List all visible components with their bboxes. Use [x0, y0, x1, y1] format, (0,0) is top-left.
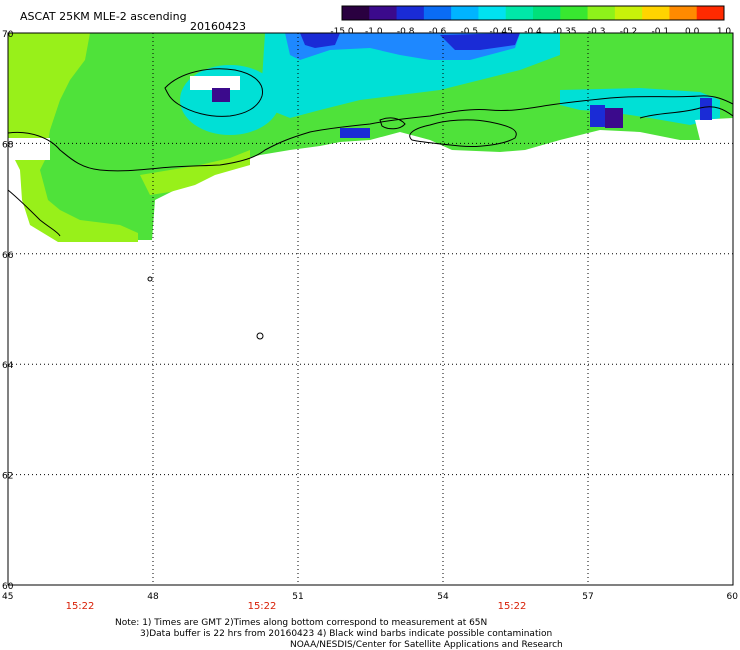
map-date: 20160423 — [190, 20, 246, 33]
field-nodata-2 — [695, 118, 733, 140]
longitude-label: 60 — [727, 592, 739, 602]
map-title: ASCAT 25KM MLE-2 ascending — [20, 10, 187, 23]
colorbar-swatch — [396, 6, 425, 20]
colorbar-swatch — [533, 6, 561, 20]
colorbar-label: -0.35 — [553, 27, 576, 37]
coastline-white-sea — [7, 95, 734, 172]
field-darkblue-patch-1 — [300, 33, 340, 48]
island-small-2 — [147, 276, 153, 282]
colorbar-swatch — [669, 6, 698, 20]
field-cyan-east — [560, 88, 720, 125]
latitude-label: 68 — [2, 140, 14, 150]
colorbar-swatch — [505, 6, 534, 20]
footer-note-line2: 3)Data buffer is 22 hrs from 20160423 4)… — [140, 629, 552, 639]
map-frame — [7, 32, 734, 586]
colorbar-swatch — [451, 6, 479, 20]
time-label: 15:22 — [66, 601, 95, 612]
field-nodata-3 — [8, 138, 50, 160]
field-blue-spot-2 — [340, 128, 370, 138]
colorbar — [341, 5, 725, 21]
time-label: 15:22 — [248, 601, 277, 612]
longitude-label: 45 — [2, 592, 13, 602]
graticule — [8, 33, 733, 585]
field-yellow-green-west — [8, 33, 138, 242]
colorbar-label: -0.4 — [524, 27, 542, 37]
longitude-label: 48 — [147, 592, 159, 602]
coastline-kanin — [164, 68, 264, 117]
colorbar-label: -0.3 — [588, 27, 606, 37]
colorbar-label: -15.0 — [330, 27, 354, 37]
colorbar-swatch — [342, 6, 370, 20]
colorbar-label: -0.45 — [490, 27, 513, 37]
colorbar-swatch — [696, 6, 725, 20]
island-small-1 — [256, 332, 264, 340]
field-purple-spot-1 — [212, 88, 230, 102]
colorbar-label: -0.6 — [429, 27, 447, 37]
footer-credit: NOAA/NESDIS/Center for Satellite Applica… — [290, 640, 563, 650]
longitude-label: 57 — [582, 592, 593, 602]
longitude-label: 51 — [292, 592, 303, 602]
colorbar-label: -0.8 — [397, 27, 415, 37]
field-darkblue-patch-2 — [440, 33, 520, 50]
coastline-east — [639, 106, 734, 119]
coastline-pechora — [409, 119, 517, 147]
time-label: 15:22 — [498, 601, 527, 612]
longitude-labels: 45 48 51 54 57 60 — [2, 592, 738, 602]
colorbar-swatch — [614, 6, 643, 20]
time-labels: 15:22 15:22 15:22 — [66, 601, 527, 612]
latitude-label: 64 — [2, 361, 14, 371]
latitude-label: 66 — [2, 251, 14, 261]
colorbar-labels: -15.0 -1.0 -0.8 -0.6 -0.5 -0.45 -0.4 -0.35 -0.3 -… — [330, 27, 731, 37]
coastline-south — [7, 189, 61, 237]
field-nodata-1 — [190, 76, 240, 90]
field-yellow-green-central — [140, 150, 250, 195]
colorbar-swatch — [642, 6, 670, 20]
colorbar-swatch — [478, 6, 507, 20]
colorbar-label: 0.0 — [685, 27, 700, 37]
latitude-label: 70 — [2, 30, 14, 40]
colorbar-swatch — [423, 6, 452, 20]
field-blue-spot-1 — [590, 105, 605, 127]
colorbar-label: -0.2 — [620, 27, 638, 37]
latitude-label: 60 — [2, 582, 14, 592]
latitude-label: 62 — [2, 472, 13, 482]
coastlines — [7, 68, 734, 340]
field-blue-spot-3 — [700, 98, 712, 120]
colorbar-label: 1.0 — [717, 27, 732, 37]
colorbar-swatch — [369, 6, 398, 20]
colorbar-label: -0.5 — [461, 27, 479, 37]
latitude-labels: 60 62 64 66 68 70 — [2, 30, 14, 592]
colorbar-swatch — [560, 6, 589, 20]
footer-note-line1: Note: 1) Times are GMT 2)Times along bot… — [115, 618, 487, 628]
coastline-kolguev — [379, 117, 406, 130]
colorbar-label: -0.1 — [652, 27, 670, 37]
field-purple-spot-2 — [605, 108, 623, 128]
colorbar-swatch — [587, 6, 616, 20]
ocean-data-field — [8, 33, 733, 242]
colorbar-label: -1.0 — [365, 27, 383, 37]
longitude-label: 54 — [437, 592, 449, 602]
colorbar-outline — [341, 5, 725, 21]
